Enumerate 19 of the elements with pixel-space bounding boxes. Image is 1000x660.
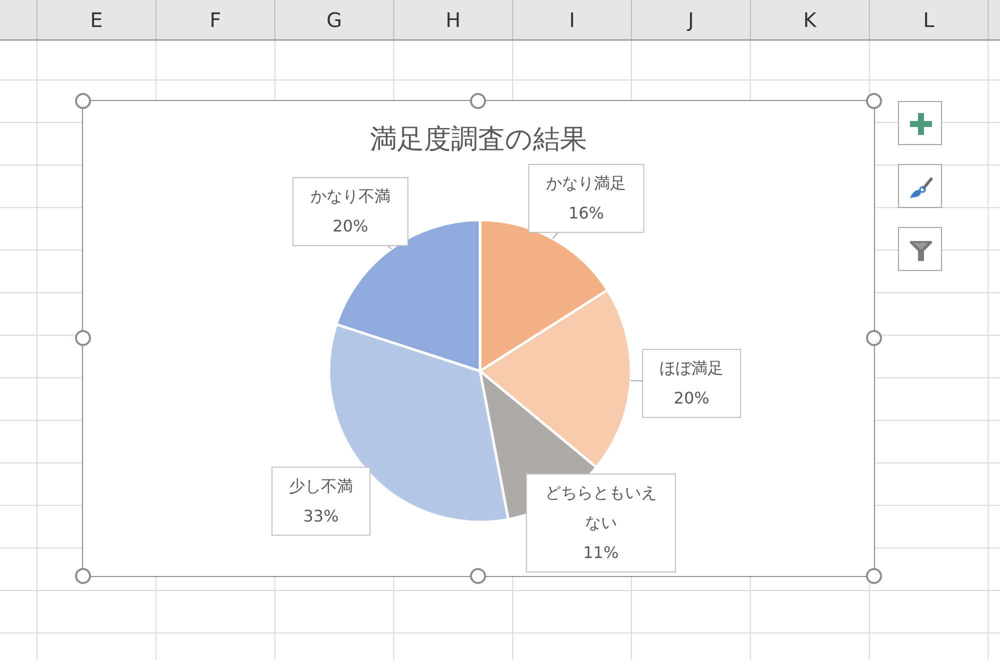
- data-label: 33%: [303, 506, 339, 526]
- text: E: [89, 7, 104, 34]
- data-label: 20%: [674, 388, 710, 408]
- data-label: 20%: [332, 216, 368, 236]
- data-label: 11%: [583, 543, 619, 562]
- slice-label: かなり満足: [546, 173, 626, 192]
- slice-label: 少し不満: [288, 476, 353, 496]
- slice-label: ほぼ満足: [660, 358, 724, 378]
- text: G: [325, 7, 343, 34]
- text: K: [802, 7, 818, 34]
- text: I: [568, 7, 576, 34]
- slice-label: どちらともいえない: [544, 483, 657, 532]
- chart-title: 満足度調査の結果: [370, 124, 587, 155]
- text: F: [208, 7, 222, 34]
- text: H: [444, 7, 462, 34]
- data-label: 16%: [568, 203, 604, 222]
- text: L: [922, 7, 936, 34]
- text: J: [686, 7, 695, 34]
- slice-label: かなり不満: [310, 186, 390, 206]
